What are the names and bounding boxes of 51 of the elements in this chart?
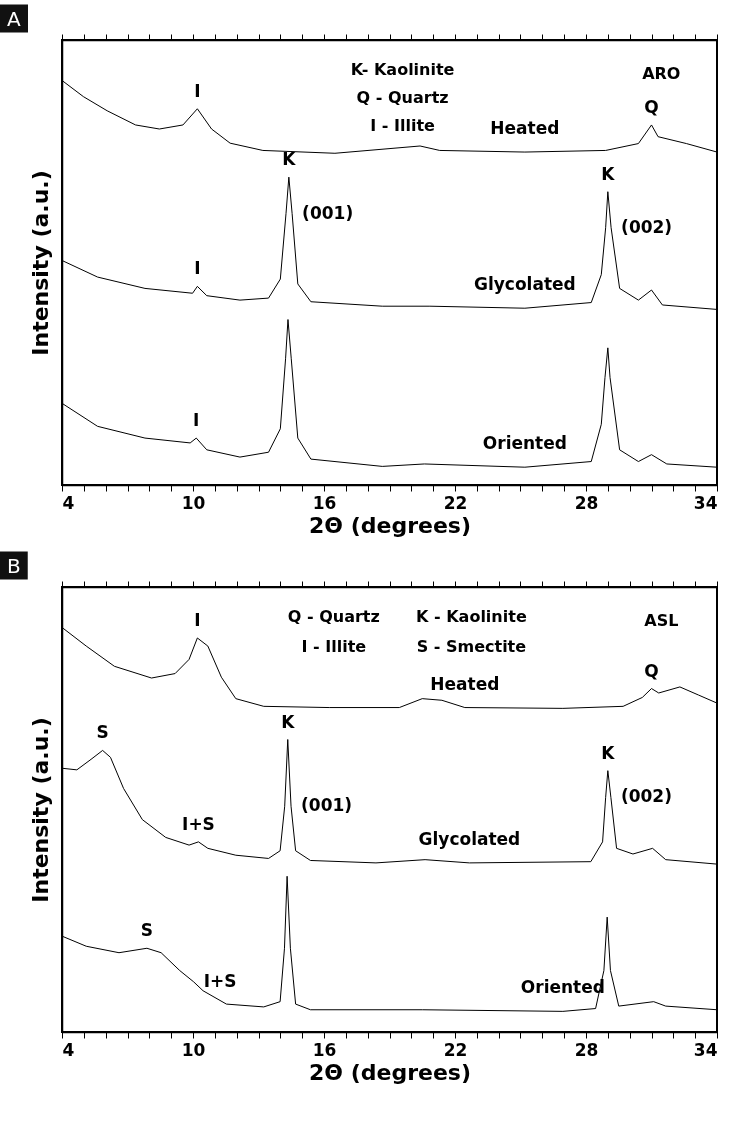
x-axis-title: 2Θ (degrees) — [309, 512, 471, 538]
series-label: Glycolated — [418, 828, 521, 849]
annotation: (002) — [620, 786, 672, 807]
annotation: I+S — [182, 813, 215, 834]
annotation: ASL — [644, 611, 679, 630]
annotation: K — [601, 742, 616, 763]
annotation: I — [194, 609, 201, 630]
annotation: I+S — [203, 970, 237, 991]
x-tick-label: 16 — [312, 492, 337, 513]
annotation: ARO — [642, 64, 681, 83]
chart-title: B — [7, 553, 21, 578]
annotation: (002) — [621, 216, 673, 237]
annotation: I — [194, 80, 201, 101]
x-tick-label: 34 — [693, 1039, 718, 1060]
x-tick-label: 28 — [574, 492, 599, 513]
annotation: Q — [644, 96, 659, 117]
series-label: Glycolated — [473, 274, 576, 295]
annotation: Q - Quartz — [356, 88, 449, 107]
x-tick-label: 28 — [574, 1039, 599, 1060]
x-tick-label: 10 — [181, 492, 206, 513]
annotation: S — [140, 920, 154, 941]
text: K- Kaolinite — [350, 60, 455, 79]
annotation: I — [194, 258, 201, 279]
chart-title: A — [7, 6, 21, 31]
annotation: Q — [644, 660, 659, 681]
series-label: Oriented — [482, 433, 567, 454]
x-tick-label: 34 — [693, 492, 718, 513]
annotation: (001) — [301, 795, 353, 816]
series-label: Heated — [490, 118, 560, 139]
text: K - Kaolinite — [416, 607, 527, 626]
annotation: K — [601, 163, 616, 184]
annotation: (001) — [302, 202, 354, 223]
annotation: S - Smectite — [416, 637, 527, 656]
x-axis-title: 2Θ (degrees) — [309, 1059, 471, 1085]
series-label: Heated — [430, 673, 500, 694]
annotation: S — [96, 722, 109, 743]
x-tick-label: 4 — [62, 492, 75, 513]
y-axis-title: Intensity (a.u.) — [27, 717, 53, 903]
annotation: I — [193, 410, 200, 431]
annotation: K — [282, 149, 297, 170]
annotation: I - Illite — [370, 116, 436, 135]
annotation: I - Illite — [301, 637, 367, 656]
y-axis-title: Intensity (a.u.) — [27, 170, 53, 356]
annotation: K — [281, 711, 296, 732]
x-tick-label: 22 — [443, 1039, 468, 1060]
x-tick-label: 4 — [62, 1039, 75, 1060]
x-tick-label: 16 — [312, 1039, 337, 1060]
text: Q - Quartz — [287, 607, 380, 626]
x-tick-label: 10 — [181, 1039, 206, 1060]
x-tick-label: 22 — [443, 492, 468, 513]
series-label: Oriented — [520, 977, 605, 998]
